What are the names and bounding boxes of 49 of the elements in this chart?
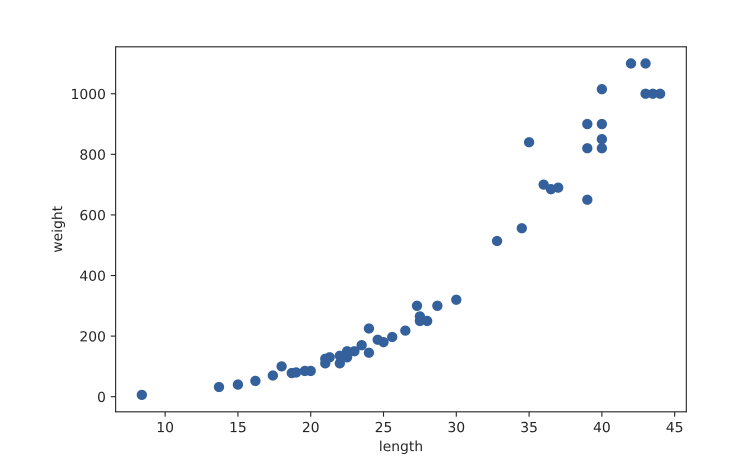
point xyxy=(516,223,527,234)
point xyxy=(553,182,564,193)
y-axis-title: weight xyxy=(52,206,66,252)
x-tick-label: 30 xyxy=(448,422,464,432)
point xyxy=(364,348,374,358)
y-tick-label: 600 xyxy=(80,210,105,220)
point xyxy=(492,236,502,246)
x-tick-label: 15 xyxy=(230,422,246,432)
point xyxy=(640,58,651,69)
x-tick-label: 10 xyxy=(158,422,174,432)
point xyxy=(136,390,147,400)
point xyxy=(582,143,592,154)
y-tick-label: 400 xyxy=(80,270,105,281)
point xyxy=(276,361,287,372)
x-tick-label: 20 xyxy=(302,422,319,432)
point xyxy=(349,346,360,356)
point xyxy=(400,326,410,336)
y-tick-label: 200 xyxy=(80,331,105,342)
point xyxy=(387,332,398,342)
point xyxy=(232,379,244,390)
point xyxy=(596,84,608,94)
point xyxy=(268,370,278,381)
point xyxy=(334,358,345,369)
point xyxy=(538,179,549,190)
point xyxy=(250,376,261,386)
point xyxy=(626,58,636,69)
point xyxy=(596,134,608,144)
point xyxy=(364,323,374,334)
point xyxy=(582,194,592,205)
point xyxy=(432,300,443,311)
point xyxy=(378,337,389,348)
point xyxy=(324,352,335,362)
point xyxy=(582,118,592,130)
y-tick-label: 800 xyxy=(80,149,105,160)
point xyxy=(596,118,608,130)
point xyxy=(214,382,224,392)
x-tick-label: 45 xyxy=(666,422,682,432)
point xyxy=(356,340,367,350)
point xyxy=(422,316,432,326)
point xyxy=(412,300,422,311)
x-tick-label: 25 xyxy=(376,422,392,432)
y-tick-label: 0 xyxy=(98,392,105,402)
point xyxy=(451,294,462,305)
x-axis-title: length xyxy=(380,440,422,454)
point xyxy=(524,137,534,148)
y-tick-label: 1000 xyxy=(72,88,105,100)
x-tick-label: 35 xyxy=(521,422,537,432)
point xyxy=(596,143,608,154)
x-tick-label: 40 xyxy=(594,422,610,432)
